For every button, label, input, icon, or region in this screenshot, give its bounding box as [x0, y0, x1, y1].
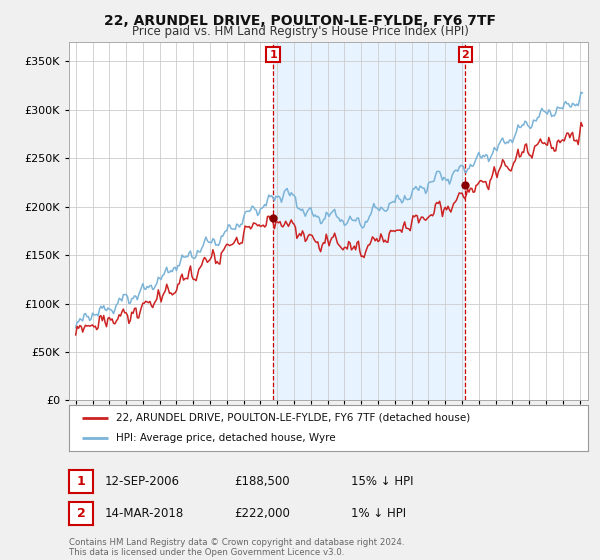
Text: 1: 1: [269, 49, 277, 59]
Text: 2: 2: [461, 49, 469, 59]
Text: £222,000: £222,000: [234, 507, 290, 520]
Text: 1: 1: [77, 475, 85, 488]
Text: £188,500: £188,500: [234, 475, 290, 488]
Text: 1% ↓ HPI: 1% ↓ HPI: [351, 507, 406, 520]
Text: Price paid vs. HM Land Registry's House Price Index (HPI): Price paid vs. HM Land Registry's House …: [131, 25, 469, 38]
Text: 12-SEP-2006: 12-SEP-2006: [105, 475, 180, 488]
Bar: [273, 42, 466, 400]
Text: 15% ↓ HPI: 15% ↓ HPI: [351, 475, 413, 488]
Text: Contains HM Land Registry data © Crown copyright and database right 2024.
This d: Contains HM Land Registry data © Crown c…: [69, 538, 404, 557]
Text: 22, ARUNDEL DRIVE, POULTON-LE-FYLDE, FY6 7TF (detached house): 22, ARUNDEL DRIVE, POULTON-LE-FYLDE, FY6…: [116, 413, 470, 423]
Text: 2: 2: [77, 507, 85, 520]
Text: HPI: Average price, detached house, Wyre: HPI: Average price, detached house, Wyre: [116, 433, 335, 443]
Text: 22, ARUNDEL DRIVE, POULTON-LE-FYLDE, FY6 7TF: 22, ARUNDEL DRIVE, POULTON-LE-FYLDE, FY6…: [104, 14, 496, 28]
Text: 14-MAR-2018: 14-MAR-2018: [105, 507, 184, 520]
